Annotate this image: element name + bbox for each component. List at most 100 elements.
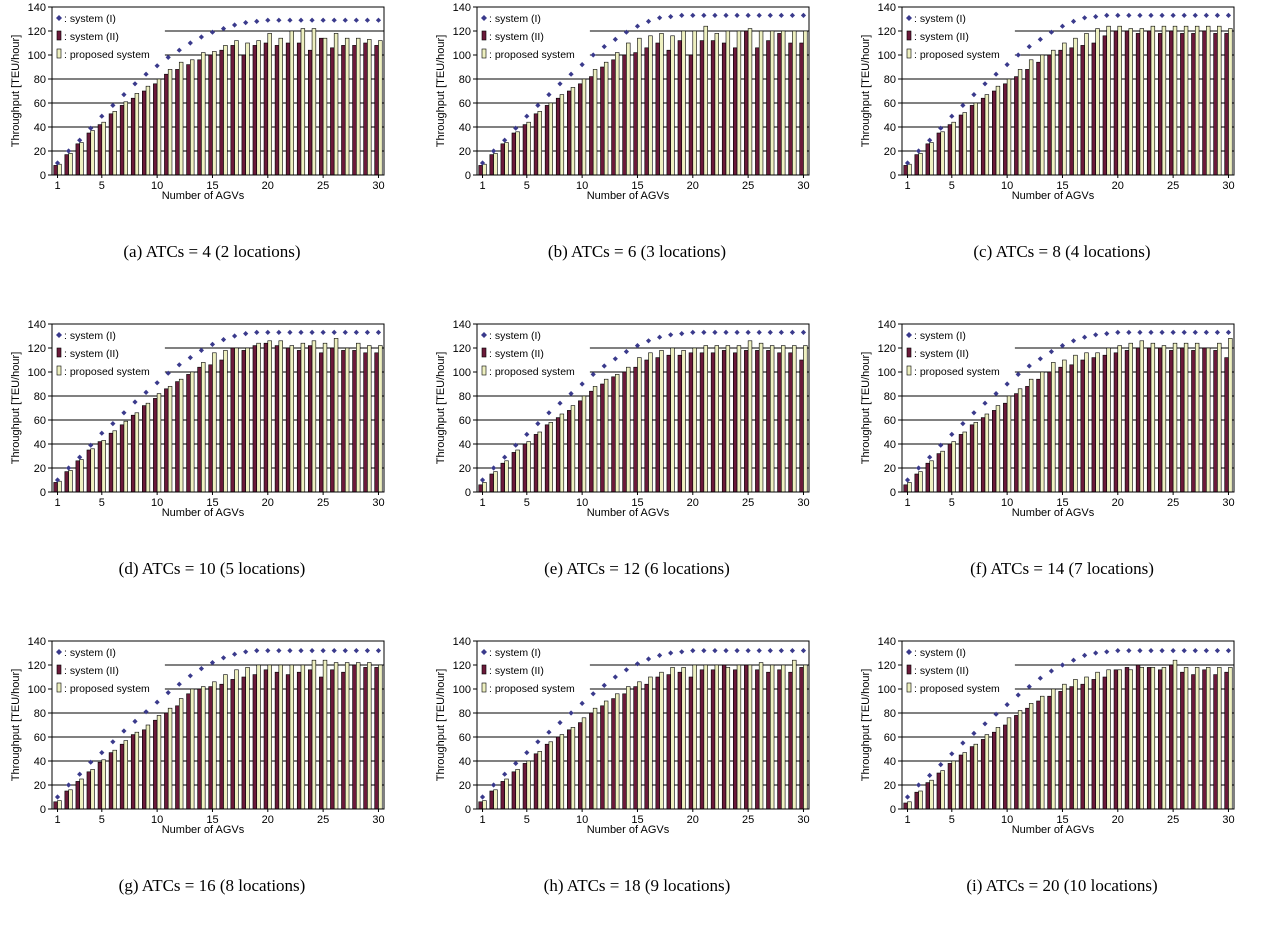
bar-proposed-system	[1051, 49, 1056, 176]
x-tick-label: 1	[54, 497, 60, 509]
bar-system-ii	[799, 667, 804, 810]
bar-proposed-system	[504, 142, 509, 176]
x-tick-label: 1	[904, 497, 910, 509]
bar-proposed-system	[1150, 342, 1156, 493]
bar-proposed-system	[1172, 25, 1178, 176]
legend-marker-proposed-system	[906, 682, 912, 693]
y-tick-label: 120	[28, 26, 46, 38]
point-system-i	[309, 329, 315, 335]
legend: : system (I): system (II): proposed syst…	[56, 330, 150, 378]
bar-system-ii	[677, 354, 683, 493]
x-tick-label: 10	[151, 814, 163, 826]
point-system-i	[66, 782, 72, 788]
bar-proposed-system	[515, 131, 520, 176]
bar-proposed-system	[344, 37, 350, 176]
y-tick-label: 120	[28, 343, 46, 355]
bar-proposed-system	[212, 681, 217, 810]
x-axis-label: Number of AGVs	[162, 190, 245, 202]
x-tick-label: 15	[1056, 814, 1068, 826]
bar-proposed-system	[803, 30, 808, 176]
bar-system-ii	[511, 452, 517, 493]
bar-system-ii	[511, 132, 517, 176]
bar-system-ii	[733, 352, 738, 493]
point-system-i	[154, 380, 160, 386]
bar-system-ii	[1135, 347, 1141, 493]
bar-system-ii	[666, 354, 671, 493]
bar-proposed-system	[1095, 671, 1100, 810]
bar-proposed-system	[907, 163, 912, 176]
bar-system-ii	[1036, 61, 1041, 176]
x-tick-label: 25	[317, 814, 329, 826]
y-tick-label: 60	[884, 98, 896, 110]
bar-proposed-system	[803, 664, 808, 810]
bar-system-ii	[721, 664, 727, 810]
y-tick-label: 60	[884, 732, 896, 744]
bar-system-ii	[721, 42, 727, 176]
y-axis-label: Throughput [TEU/hour]	[860, 352, 872, 465]
point-system-i	[1059, 662, 1066, 668]
point-system-i	[690, 329, 696, 335]
bar-system-ii	[219, 683, 224, 810]
x-tick-label: 10	[1001, 497, 1013, 509]
y-tick-label: 100	[453, 367, 471, 379]
bar-system-ii	[925, 782, 930, 810]
point-system-i	[960, 421, 966, 427]
point-system-i	[99, 430, 105, 436]
plot-frame	[476, 323, 810, 493]
bar-proposed-system	[378, 345, 383, 493]
bar-proposed-system	[940, 450, 945, 493]
bar-proposed-system	[1095, 28, 1100, 176]
bar-system-ii	[208, 54, 213, 176]
point-system-i	[479, 477, 486, 483]
point-system-i	[949, 113, 955, 119]
point-system-i	[734, 648, 740, 654]
bar-system-ii	[1124, 667, 1130, 810]
bar-proposed-system	[747, 28, 753, 176]
bar-proposed-system	[648, 676, 653, 810]
bar-system-ii	[958, 434, 964, 493]
bar-proposed-system	[378, 664, 383, 810]
y-tick-label: 80	[884, 708, 896, 720]
bar-system-ii	[1047, 371, 1052, 493]
bar-system-ii	[677, 40, 683, 176]
bar-system-ii	[655, 676, 660, 810]
bar-proposed-system	[1183, 342, 1189, 493]
y-tick-label: 120	[453, 660, 471, 672]
point-system-i	[232, 651, 238, 657]
point-system-i	[1170, 648, 1176, 654]
y-tick-label: 100	[878, 684, 896, 696]
chart-caption: (i) ATCs = 20 (10 locations)	[966, 876, 1158, 895]
point-system-i	[243, 649, 249, 655]
bar-system-ii	[1202, 347, 1207, 493]
point-system-i	[789, 329, 795, 335]
plot-frame	[901, 6, 1235, 176]
bar-proposed-system	[178, 61, 184, 176]
bar-proposed-system	[289, 664, 294, 810]
y-tick-label: 0	[890, 487, 896, 499]
x-tick-label: 10	[1001, 180, 1013, 192]
bar-system-ii	[688, 352, 694, 493]
bar-system-ii	[1213, 350, 1218, 493]
point-system-i	[143, 709, 149, 715]
chart-panel: 0 20 40 60 80 100 120 140 1 5 10 15 20 25 30 Number of …	[852, 315, 1272, 614]
point-system-i	[1225, 12, 1232, 18]
bar-system-ii	[1069, 364, 1074, 493]
bar-system-ii	[363, 667, 368, 810]
bar-proposed-system	[581, 717, 587, 810]
bar-proposed-system	[311, 28, 317, 176]
y-tick-label: 0	[890, 804, 896, 816]
point-system-i	[723, 329, 729, 335]
bar-proposed-system	[907, 482, 912, 493]
bar-proposed-system	[725, 30, 731, 176]
bar-proposed-system	[692, 347, 697, 493]
x-axis-label: Number of AGVs	[162, 824, 245, 836]
bar-proposed-system	[526, 760, 531, 810]
bar-system-ii	[175, 705, 180, 810]
bar-system-ii	[992, 90, 997, 176]
bar-system-ii	[733, 47, 738, 176]
bar-proposed-system	[973, 743, 978, 810]
legend-marker-system-i	[56, 332, 62, 338]
x-tick-label: 25	[317, 180, 329, 192]
point-system-i	[491, 782, 497, 788]
point-system-i	[121, 728, 127, 734]
